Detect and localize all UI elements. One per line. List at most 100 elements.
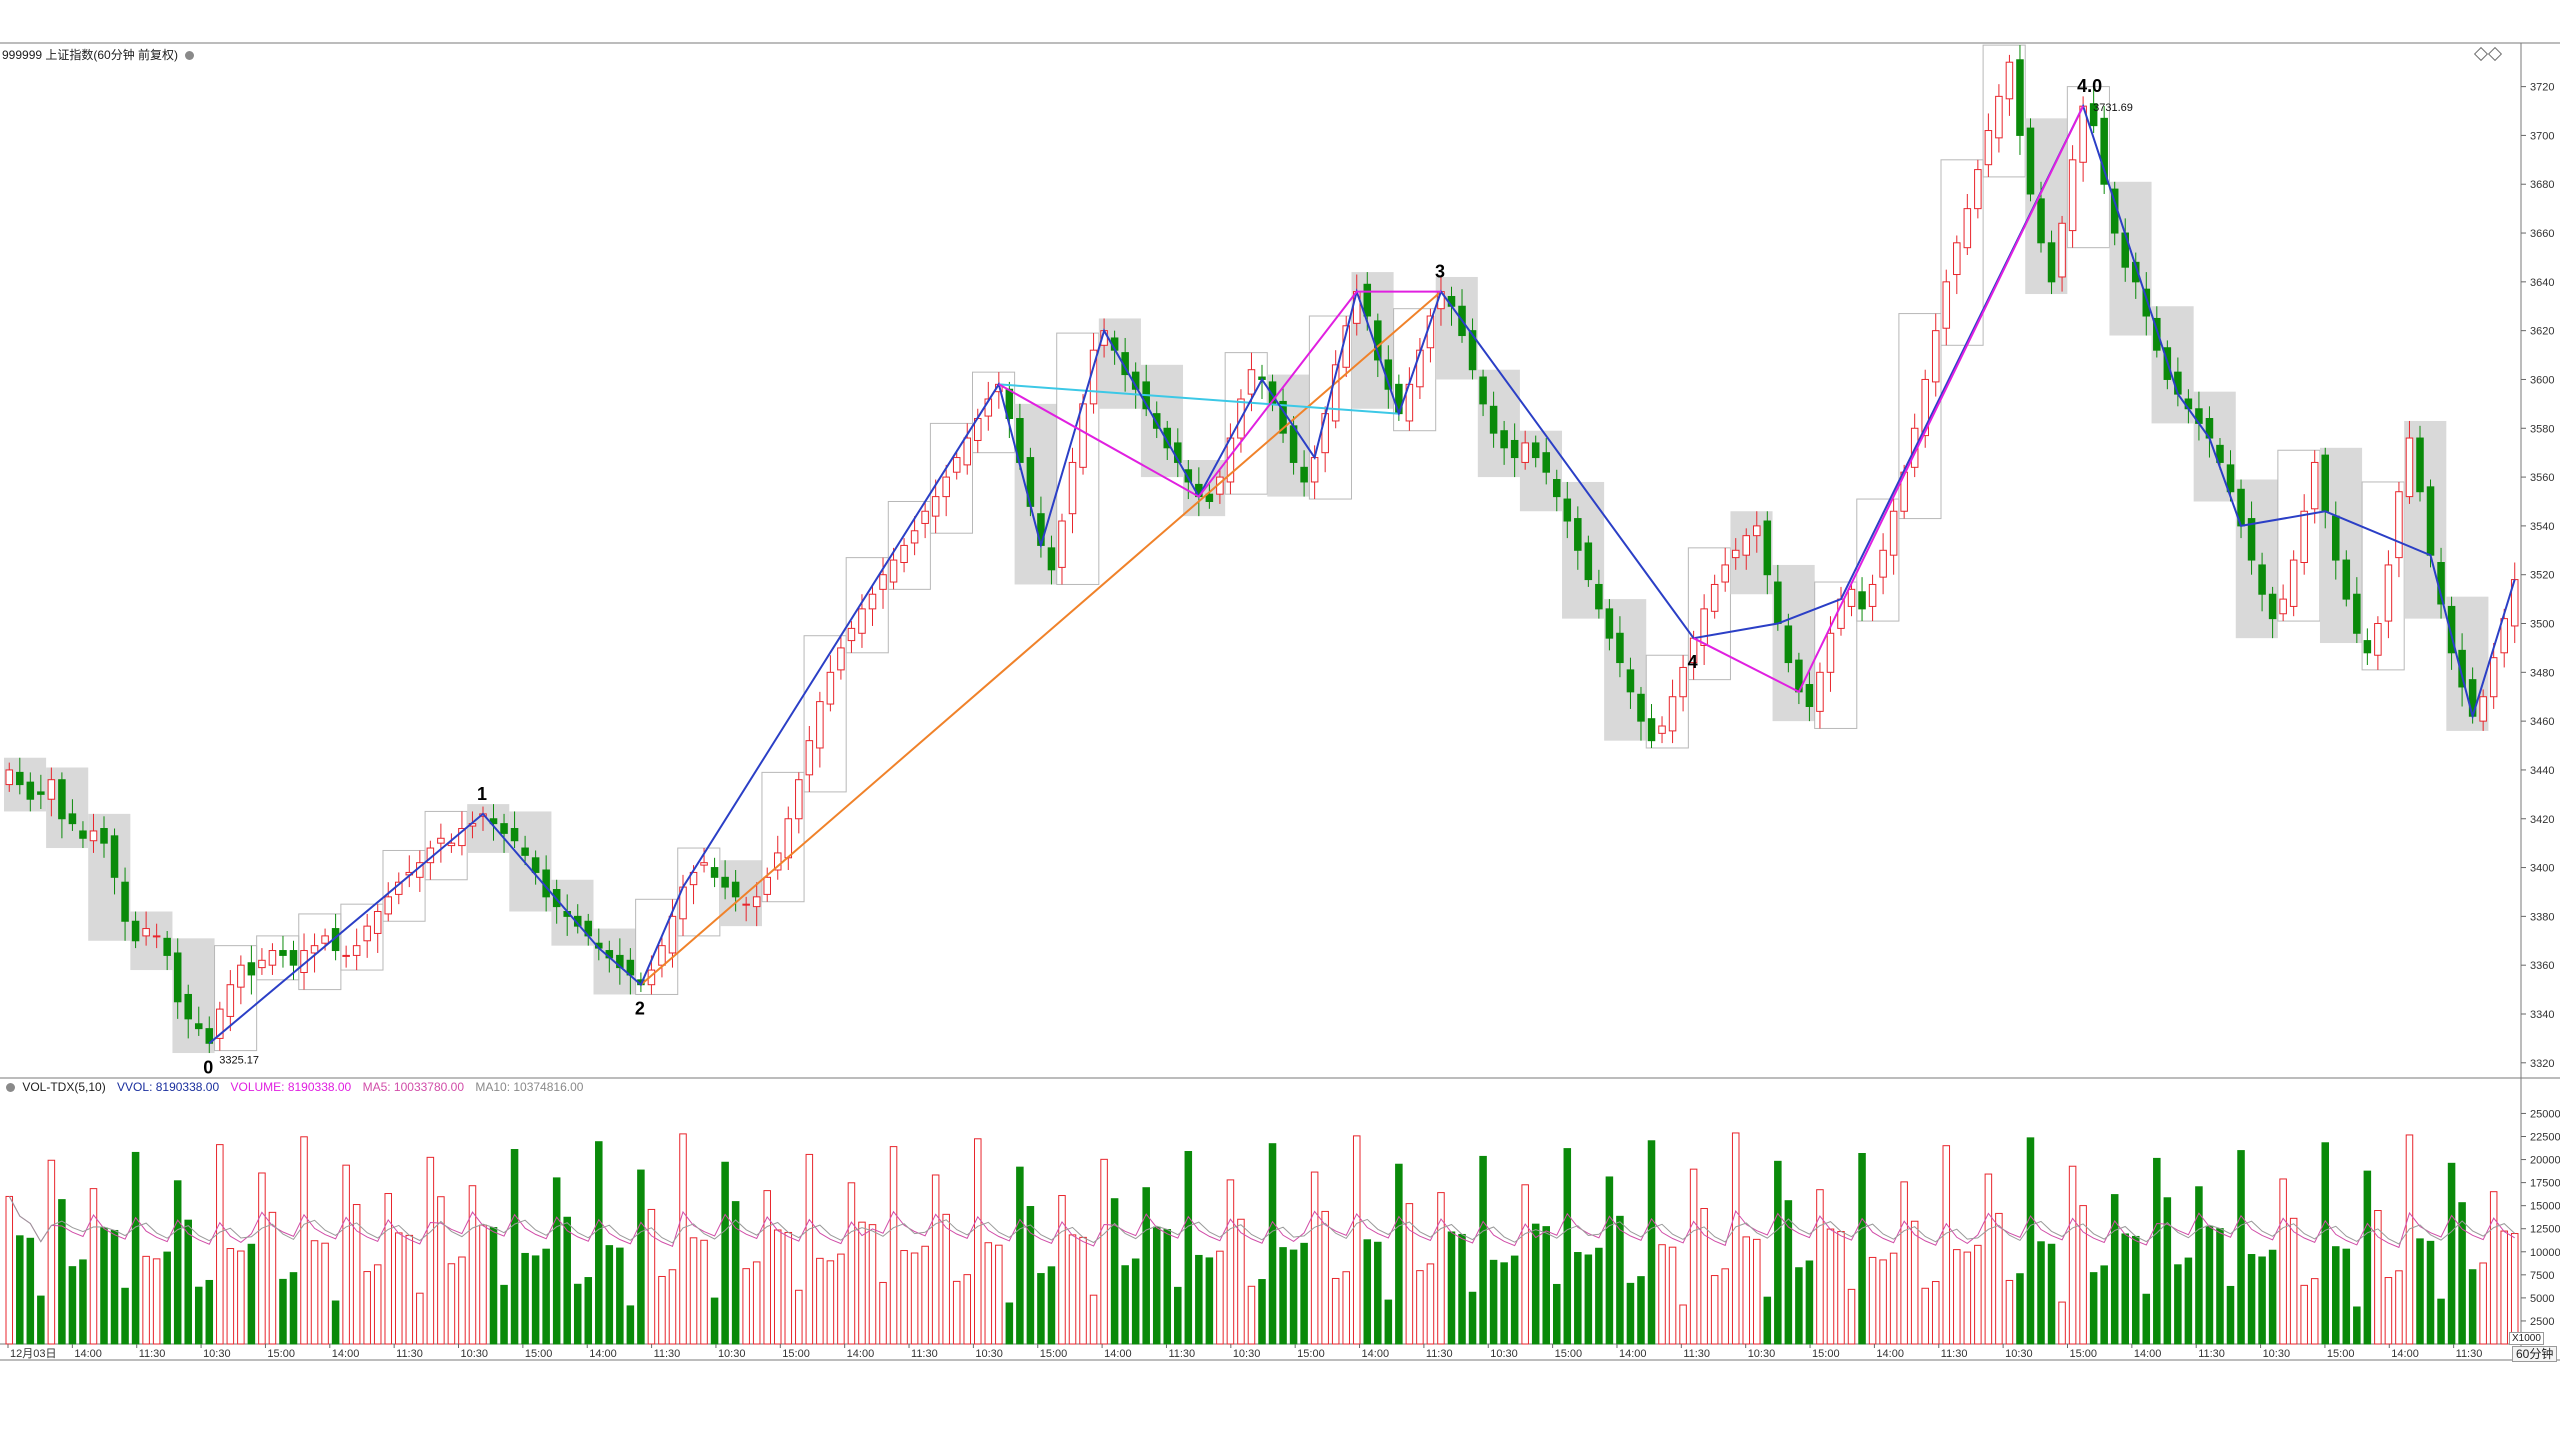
candle-up	[1921, 378, 1929, 437]
volume-bar-down	[1605, 1176, 1614, 1345]
time-tick-label: 11:30	[139, 1348, 166, 1360]
candle-up	[2289, 559, 2298, 607]
volume-bar-up	[784, 1231, 793, 1345]
candle-down	[1363, 283, 1372, 317]
candle-down	[1763, 520, 1772, 576]
candle-up	[879, 574, 887, 590]
volume-bar-down	[1489, 1259, 1498, 1345]
blue-wave-path	[208, 103, 2516, 1045]
candle-up	[2279, 598, 2287, 615]
period-button[interactable]: 60分钟	[2512, 1346, 2558, 1362]
volume-bar-up	[1710, 1275, 1719, 1345]
candle-up	[1816, 671, 1824, 712]
vvol-value: VVOL: 8190338.00	[117, 1080, 220, 1094]
volume-bar-up	[1668, 1246, 1677, 1345]
volume-bar-up	[479, 1224, 487, 1345]
candle-down	[521, 847, 529, 856]
indicator-settings-icon[interactable]	[6, 1083, 15, 1093]
volume-bar-up	[1879, 1259, 1887, 1345]
range-box	[929, 422, 974, 534]
candle-up	[921, 510, 929, 524]
candle-down	[2216, 444, 2224, 463]
volume-bars	[5, 1132, 2519, 1345]
candle-up	[2374, 623, 2382, 656]
volume-bar-up	[1889, 1252, 1898, 1345]
volume-bar-down	[1468, 1291, 1477, 1345]
volume-bar-down	[131, 1151, 140, 1345]
candle-up	[1995, 95, 2003, 139]
candle-up	[310, 945, 319, 954]
volume-bar-down	[584, 1277, 593, 1345]
volume-bar-up	[942, 1213, 950, 1345]
volume-bar-up	[321, 1242, 329, 1345]
volume-bar-down	[2026, 1137, 2035, 1345]
candle-up	[847, 627, 856, 642]
candle-up	[1521, 442, 1529, 463]
volume-bar-down	[1784, 1200, 1793, 1345]
low-price-label: 3325.17	[219, 1054, 259, 1066]
volume-bar-down	[1363, 1239, 1372, 1345]
volume-bar-down	[731, 1201, 740, 1345]
volume-bar-up	[879, 1281, 887, 1345]
volume-bar-up	[226, 1248, 235, 1345]
time-tick-label: 14:00	[2134, 1348, 2162, 1360]
volume-bar-down	[1447, 1231, 1456, 1345]
volume-bar-up	[963, 1274, 972, 1345]
time-tick-label: 14:00	[589, 1348, 617, 1360]
volume-bar-down	[2184, 1257, 2193, 1345]
volume-bar-down	[2247, 1254, 2256, 1345]
volume-bar-up	[405, 1234, 414, 1345]
volume-bar-up	[1331, 1277, 1340, 1345]
candle-up	[1247, 369, 1256, 395]
candle-up	[1668, 696, 1677, 732]
volume-bar-up	[984, 1242, 993, 1345]
volume-bar-up	[2279, 1178, 2287, 1345]
wave-label: 0	[203, 1057, 213, 1077]
volume-tick-label: 5000	[2530, 1293, 2554, 1305]
volume-scale-label[interactable]: X1000	[2509, 1332, 2544, 1345]
volume-bar-up	[816, 1257, 824, 1345]
time-tick-label: 14:00	[332, 1348, 360, 1360]
volume-bar-down	[573, 1283, 582, 1345]
range-box	[1687, 547, 1731, 681]
candle-up	[342, 954, 350, 957]
volume-bar-down	[563, 1216, 571, 1345]
candle-down	[2416, 437, 2424, 493]
candle-up	[1700, 608, 1708, 646]
volume-bar-up	[1079, 1236, 1087, 1345]
volume-bar-down	[626, 1305, 635, 1345]
candle-up	[2058, 222, 2066, 278]
volume-bar-up	[974, 1138, 982, 1345]
candle-down	[1626, 669, 1635, 693]
candle-up	[2310, 461, 2319, 510]
symbol-title: 999999 上证指数(60分钟 前复权)	[2, 48, 179, 62]
candle-down	[2089, 103, 2098, 127]
candle-down	[163, 937, 171, 956]
range-box	[972, 371, 1016, 454]
ma5-value: MA5: 10033780.00	[362, 1080, 464, 1094]
candle-up	[742, 903, 750, 906]
volume-bar-down	[205, 1279, 214, 1345]
volume-bar-up	[1342, 1271, 1350, 1345]
candle-down	[500, 823, 508, 834]
candle-up	[2384, 564, 2393, 622]
candle-down	[2247, 518, 2256, 561]
wave-label: 4.0	[2077, 76, 2102, 96]
volume-bar-up	[742, 1268, 750, 1345]
settings-icon[interactable]	[185, 51, 195, 61]
volume-bar-down	[1774, 1160, 1782, 1345]
volume-bar-up	[2079, 1205, 2087, 1345]
volume-bar-up	[773, 1229, 782, 1345]
volume-bar-up	[763, 1190, 771, 1345]
volume-bar-down	[2121, 1233, 2129, 1345]
volume-bar-up	[1100, 1158, 1108, 1345]
volume-bar-up	[931, 1174, 940, 1345]
time-tick-label: 11:30	[396, 1348, 423, 1360]
volume-bar-down	[1026, 1206, 1035, 1345]
orange-channel-line	[640, 290, 1442, 986]
volume-bar-up	[837, 1253, 845, 1345]
price-tick-label: 3340	[2530, 1009, 2554, 1021]
volume-bar-up	[1921, 1287, 1929, 1345]
volume-bar-up	[395, 1232, 403, 1345]
candle-down	[531, 857, 540, 873]
